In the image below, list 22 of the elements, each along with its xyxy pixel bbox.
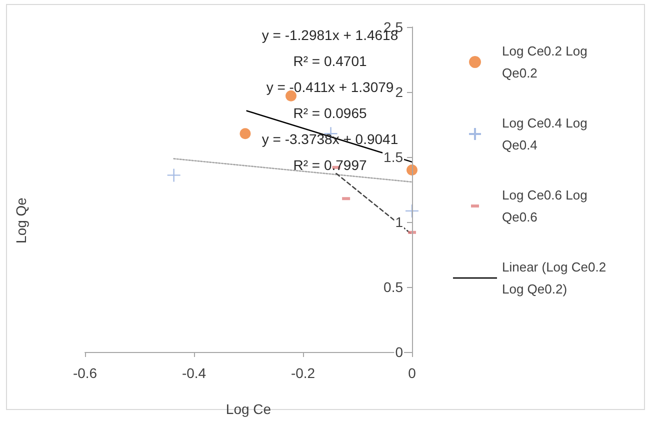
x-tick-label: -0.6 — [72, 365, 98, 381]
annotation: R² = 0.7997 — [293, 157, 367, 173]
y-tick-label: 0 — [395, 344, 404, 360]
legend-label: Log Ce0.4 Log Qe0.4 — [502, 116, 591, 152]
legend-label: Log Ce0.2 Log Qe0.2 — [502, 44, 591, 80]
y-tick-label: 2 — [395, 84, 404, 100]
point — [166, 168, 181, 182]
annotation: R² = 0.4701 — [293, 53, 367, 69]
y-tick-label: 1.5 — [384, 149, 404, 165]
legend-label: Linear (Log Ce0.2 Log Qe0.2) — [502, 260, 610, 296]
x-tick-label: 0 — [408, 365, 416, 381]
x-axis-title: Log Ce — [226, 401, 272, 417]
point — [404, 204, 420, 218]
point — [240, 128, 251, 140]
annotation: R² = 0.0965 — [293, 105, 367, 121]
x-tick-label: -0.2 — [290, 365, 316, 381]
x-tick-label: -0.4 — [182, 365, 206, 381]
annotation: y = -0.411x + 1.3079 — [266, 79, 394, 95]
y-tick-label: 0.5 — [384, 279, 404, 295]
y-axis-title: Log Qe — [13, 197, 29, 244]
legend-label: Log Ce0.6 Log Qe0.6 — [502, 188, 591, 224]
y-tick-label: 1 — [395, 214, 404, 230]
